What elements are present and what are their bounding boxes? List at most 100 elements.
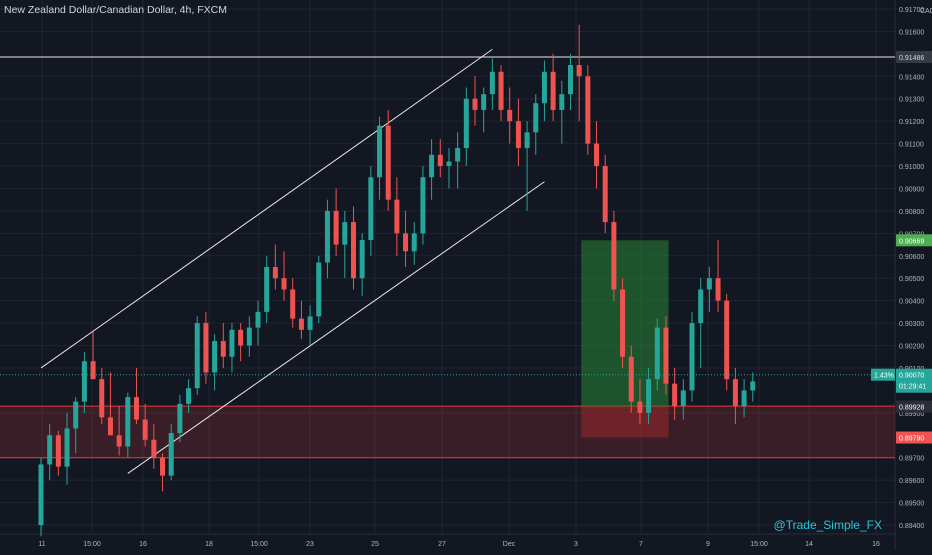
- candle-body: [272, 267, 278, 279]
- candle: [750, 372, 756, 402]
- stop-price-label-bg: [896, 431, 932, 444]
- candle-body: [64, 428, 70, 467]
- candle: [377, 116, 383, 200]
- candle-body: [663, 327, 669, 384]
- candle-body: [394, 199, 400, 234]
- candle-body: [133, 397, 139, 420]
- y-tick-label: 0.90400: [899, 299, 924, 306]
- candle-body: [489, 71, 495, 95]
- candle: [698, 278, 704, 368]
- candle: [55, 430, 61, 476]
- candle: [255, 300, 261, 346]
- stop-price-label: 0.89790: [899, 436, 924, 443]
- y-tick-label: 0.90500: [899, 276, 924, 283]
- candle: [489, 58, 495, 110]
- candle-body: [264, 267, 270, 312]
- candle: [307, 305, 313, 346]
- candle: [455, 132, 461, 189]
- candle: [90, 332, 96, 380]
- candle: [706, 267, 712, 312]
- y-tick-label: 0.90800: [899, 209, 924, 216]
- candle: [324, 199, 330, 279]
- candle: [316, 255, 322, 324]
- candle-body: [168, 433, 174, 476]
- support-zone: [0, 406, 895, 458]
- candle-body: [455, 148, 461, 162]
- candle-body: [420, 177, 426, 234]
- candle-body: [212, 341, 218, 373]
- candle-body: [38, 464, 44, 526]
- candle: [272, 244, 278, 290]
- x-tick-label: 14: [805, 541, 813, 548]
- candle-body: [515, 121, 521, 149]
- candle: [672, 367, 678, 420]
- resistance-price-label-bg: [896, 50, 932, 63]
- candle-body: [550, 71, 556, 110]
- candle-body: [524, 132, 530, 149]
- channel-lower-line: [127, 181, 545, 474]
- candle-body: [654, 327, 660, 380]
- candle: [611, 210, 617, 301]
- candle: [125, 392, 131, 458]
- y-tick-label: 0.90900: [899, 186, 924, 193]
- candle-body: [646, 379, 652, 413]
- candle: [463, 87, 469, 167]
- candle: [715, 240, 721, 312]
- candle: [238, 323, 244, 362]
- candle-body: [481, 94, 487, 110]
- candle-body: [533, 103, 539, 133]
- candle-body: [689, 323, 695, 391]
- channel-upper-line: [40, 48, 493, 369]
- candle-body: [90, 361, 96, 380]
- percent-change-label: 1.43%: [874, 373, 894, 380]
- candle: [203, 311, 209, 384]
- y-tick-label: 0.89900: [899, 411, 924, 418]
- candle-body: [333, 210, 339, 245]
- candle: [64, 412, 70, 485]
- last-price-label-bg: [896, 368, 932, 393]
- candle-body: [429, 154, 435, 178]
- candle-body: [55, 435, 61, 467]
- candle-body: [472, 98, 478, 110]
- candle-body: [463, 98, 469, 149]
- candle: [620, 278, 626, 368]
- candle-body: [750, 381, 756, 391]
- x-tick-label: 15:00: [83, 541, 101, 548]
- candle: [342, 210, 348, 279]
- candle: [654, 318, 660, 391]
- candle: [290, 278, 296, 328]
- candle-body: [298, 318, 304, 330]
- last-price-label: 0.90070: [899, 373, 924, 380]
- x-tick-label: 9: [706, 541, 710, 548]
- candle: [515, 98, 521, 167]
- candle: [411, 222, 417, 265]
- x-tick-label: 3: [574, 541, 578, 548]
- resistance-price-label: 0.91486: [899, 55, 924, 62]
- candle: [133, 367, 139, 425]
- candle: [585, 65, 591, 155]
- candle: [576, 24, 582, 122]
- candle-body: [411, 233, 417, 252]
- candle-body: [125, 397, 131, 447]
- candle-body: [81, 361, 87, 402]
- currency-label: CAD: [920, 8, 932, 15]
- candle-body: [238, 329, 244, 346]
- y-tick-label: 0.90200: [899, 344, 924, 351]
- candle-body: [142, 419, 148, 440]
- candle: [168, 424, 174, 481]
- candle-body: [680, 390, 686, 407]
- candle-body: [186, 388, 192, 404]
- candle-body: [194, 323, 200, 389]
- y-tick-label: 0.91600: [899, 29, 924, 36]
- candle-body: [203, 323, 209, 373]
- candle-body: [246, 327, 252, 346]
- candle-body: [706, 278, 712, 290]
- candle: [541, 60, 547, 122]
- candle-body: [151, 439, 157, 458]
- candle: [333, 188, 339, 256]
- entry-price-label-bg: [896, 400, 932, 413]
- candle: [142, 403, 148, 447]
